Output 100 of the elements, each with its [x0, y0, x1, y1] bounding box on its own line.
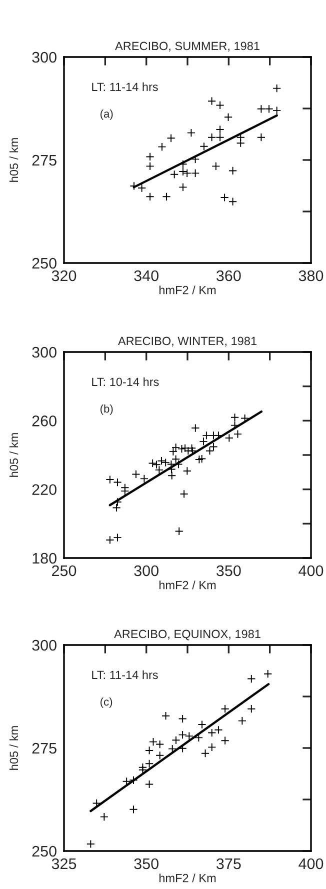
point [216, 125, 224, 134]
y-axis-title: h05 / km [9, 433, 18, 477]
point [212, 162, 220, 170]
point [138, 184, 146, 192]
x-tick-label: 325 [52, 858, 76, 870]
point [247, 674, 256, 684]
point [170, 170, 179, 179]
point [106, 475, 114, 484]
point [156, 740, 164, 749]
point [228, 166, 238, 175]
point [148, 738, 158, 746]
point [191, 168, 200, 178]
point [200, 749, 210, 758]
point [172, 736, 180, 744]
chart-title: ARECIBO, EQUINOX, 1981 [114, 630, 260, 640]
y-tick-label: 250 [32, 258, 56, 269]
point [272, 106, 282, 115]
point [140, 474, 148, 483]
chart-title: ARECIBO, SUMMER, 1981 [115, 42, 260, 52]
x-tick-label: 300 [134, 565, 158, 576]
x-axis-title: hmF2 / Km [159, 580, 216, 590]
point [148, 458, 157, 468]
annotation: LT: 11-14 hrs [92, 82, 158, 92]
y-axis-title: h05 / km [9, 138, 18, 182]
point [174, 526, 184, 536]
point [182, 466, 192, 476]
point [186, 128, 196, 138]
annotation: LT: 10-14 hrs [92, 377, 159, 386]
y-tick-label: 220 [32, 484, 56, 496]
point [168, 447, 178, 456]
point [180, 444, 190, 452]
y-tick-label: 260 [32, 416, 56, 426]
y-tick-label: 300 [32, 346, 56, 358]
annotation: (a) [100, 110, 113, 120]
point [178, 182, 188, 192]
point [228, 197, 238, 206]
point [129, 776, 138, 784]
point [220, 736, 230, 745]
point [230, 413, 240, 422]
point [184, 732, 194, 740]
point [208, 742, 216, 752]
x-tick-label: 380 [298, 270, 324, 282]
chart-title: ARECIBO, WINTER, 1981 [118, 336, 256, 347]
point [182, 168, 192, 178]
y-axis-title: h05 / km [9, 726, 18, 770]
x-tick-label: 320 [52, 270, 76, 282]
point [166, 134, 176, 142]
point [154, 466, 164, 474]
y-tick-label: 250 [32, 846, 56, 857]
x-axis-title: hmF2 / Km [159, 286, 216, 294]
y-tick-label: 275 [32, 742, 56, 754]
point [146, 152, 154, 161]
point [113, 533, 122, 542]
x-tick-label: 250 [52, 565, 76, 576]
annotation: LT: 11-14 hrs [92, 670, 158, 680]
point [178, 167, 188, 176]
point [191, 424, 200, 432]
x-tick-label: 350 [216, 565, 241, 576]
point [247, 704, 256, 714]
point [233, 430, 242, 438]
annotation: (b) [100, 404, 113, 415]
x-tick-label: 400 [298, 565, 324, 576]
point [216, 100, 224, 110]
point [208, 133, 216, 142]
point [264, 104, 274, 114]
point [145, 746, 154, 755]
point [224, 434, 234, 442]
point [220, 704, 230, 714]
point [178, 714, 187, 724]
point [264, 670, 272, 678]
point [220, 193, 229, 202]
point [172, 443, 180, 452]
point [209, 442, 218, 452]
point [180, 490, 188, 498]
point [113, 478, 122, 487]
point [106, 536, 114, 544]
point [256, 104, 266, 114]
point [198, 720, 206, 729]
point [162, 192, 171, 201]
x-tick-label: 360 [216, 270, 241, 282]
point [191, 154, 200, 164]
y-tick-label: 180 [32, 552, 56, 564]
point [177, 444, 186, 454]
point [238, 716, 246, 726]
point [100, 812, 108, 822]
x-tick-label: 340 [134, 270, 158, 282]
point [216, 133, 224, 142]
point [129, 805, 138, 814]
x-axis-title: hmF2 / Km [159, 874, 216, 882]
x-tick-label: 350 [134, 858, 158, 870]
x-tick-label: 400 [298, 858, 324, 870]
y-tick-label: 300 [32, 52, 56, 63]
y-tick-label: 275 [32, 154, 56, 166]
point [178, 730, 187, 740]
point [161, 458, 170, 467]
point [156, 751, 164, 760]
point [168, 471, 176, 480]
point [132, 470, 140, 479]
point [161, 712, 170, 720]
point [208, 96, 216, 106]
